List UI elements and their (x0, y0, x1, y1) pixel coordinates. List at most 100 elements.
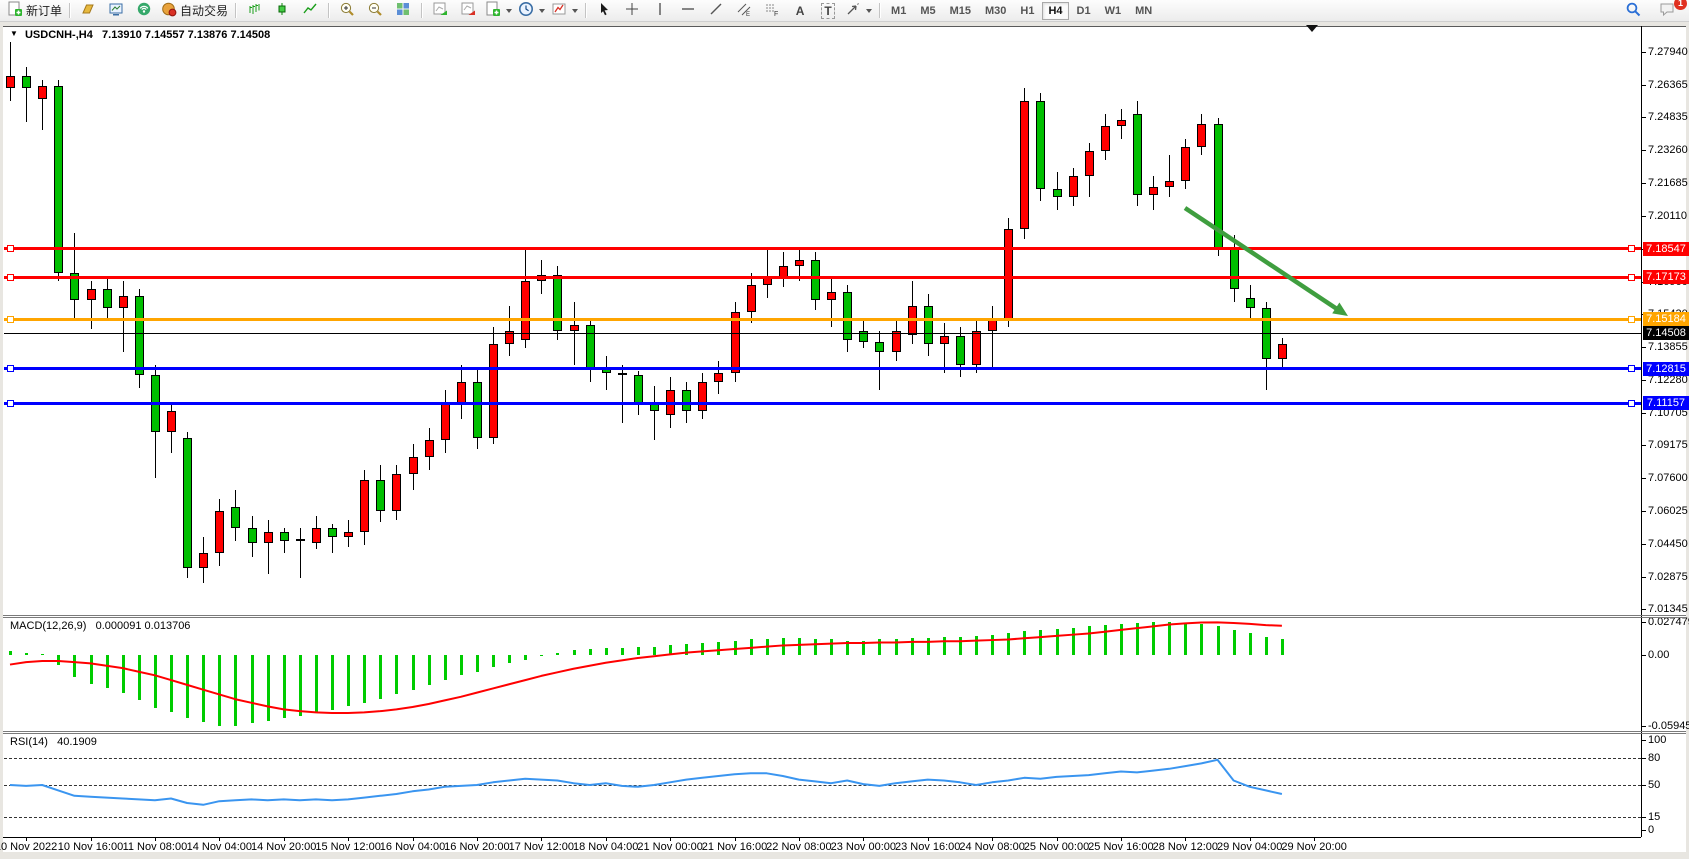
candle-up[interactable] (521, 281, 531, 340)
candle-up[interactable] (295, 538, 305, 541)
candle-down[interactable] (22, 75, 32, 89)
candle-up[interactable] (344, 532, 354, 537)
candle-down[interactable] (553, 274, 563, 332)
timeframe-button-MN[interactable]: MN (1135, 4, 1153, 17)
hline-7.11157[interactable] (4, 402, 1641, 405)
candle-up[interactable] (827, 291, 837, 300)
text-tool-button[interactable]: A (786, 1, 814, 21)
indicator-list-button[interactable] (548, 1, 581, 21)
candle-up[interactable] (456, 381, 466, 403)
pane-separator[interactable] (3, 731, 1686, 732)
candle-up[interactable] (939, 335, 949, 344)
timeframe-button-M1[interactable]: M1 (891, 4, 907, 17)
trendline-tool-button[interactable] (702, 1, 730, 21)
market-watch-button[interactable] (102, 1, 130, 21)
candle-down[interactable] (1213, 123, 1223, 248)
timeframe-button-W1[interactable]: W1 (1104, 4, 1122, 17)
horizontal-line-tool-button[interactable] (674, 1, 702, 21)
candle-down[interactable] (328, 528, 337, 537)
search-button[interactable] (1619, 1, 1647, 21)
candle-down[interactable] (859, 331, 869, 342)
candle-up[interactable] (489, 343, 498, 439)
hline-7.18547[interactable] (4, 247, 1641, 250)
candle-down[interactable] (54, 86, 64, 273)
candle-down[interactable] (955, 335, 965, 365)
fibonacci-tool-button[interactable]: F (758, 1, 786, 21)
candle-up[interactable] (1149, 186, 1159, 196)
candle-up[interactable] (215, 511, 225, 554)
hline-handle[interactable] (1628, 315, 1635, 323)
hline-7.15184[interactable] (4, 318, 1641, 321)
candle-up[interactable] (360, 480, 370, 533)
candle-up[interactable] (6, 75, 15, 89)
candle-down[interactable] (247, 528, 257, 543)
candle-up[interactable] (714, 373, 724, 382)
zoom-in-button[interactable] (333, 1, 361, 21)
candle-down[interactable] (231, 507, 241, 529)
candle-down[interactable] (134, 295, 144, 376)
candle-down[interactable] (843, 291, 853, 340)
candle-up[interactable] (1020, 100, 1030, 229)
candle-up[interactable] (1084, 151, 1094, 177)
autotrade-button[interactable]: 自动交易 (158, 1, 231, 21)
candle-down[interactable] (682, 389, 692, 411)
candle-up[interactable] (1181, 147, 1191, 181)
candle-up[interactable] (440, 402, 450, 441)
candle-down[interactable] (279, 532, 289, 541)
candle-up[interactable] (408, 456, 418, 474)
hline-handle[interactable] (7, 399, 14, 407)
candle-up[interactable] (424, 440, 434, 457)
candle-up[interactable] (263, 532, 273, 543)
arrows-tool-button[interactable] (842, 1, 875, 21)
vertical-line-tool-button[interactable] (646, 1, 674, 21)
candle-down[interactable] (1133, 113, 1142, 196)
candle-up[interactable] (569, 325, 579, 332)
candle-down[interactable] (617, 373, 627, 376)
chart-area[interactable] (3, 26, 1686, 852)
timeframe-button-H1[interactable]: H1 (1020, 4, 1035, 17)
hline-handle[interactable] (7, 245, 14, 253)
zoom-out-button[interactable] (361, 1, 389, 21)
line-chart-button[interactable] (296, 1, 324, 21)
new-order-button[interactable]: 新订单 (4, 1, 65, 21)
period-button[interactable] (515, 1, 548, 21)
hline-7.14508[interactable] (4, 333, 1641, 334)
candle-up[interactable] (199, 553, 209, 568)
hline-handle[interactable] (1628, 399, 1635, 407)
candle-up[interactable] (392, 473, 402, 512)
hline-7.12815[interactable] (4, 367, 1641, 370)
candle-up[interactable] (86, 289, 96, 300)
timeframe-button-M30[interactable]: M30 (985, 4, 1007, 17)
hline-handle[interactable] (1628, 273, 1635, 281)
candle-down[interactable] (1229, 247, 1239, 290)
candlestick-chart-button[interactable] (268, 1, 296, 21)
candle-up[interactable] (1116, 119, 1126, 127)
quotes-button[interactable] (74, 1, 102, 21)
timeframe-button-H4[interactable]: H4 (1042, 1, 1069, 20)
candle-down[interactable] (585, 325, 595, 369)
hline-7.17173[interactable] (4, 276, 1641, 279)
candle-down[interactable] (1036, 100, 1046, 189)
candle-down[interactable] (875, 341, 885, 353)
candle-up[interactable] (698, 381, 708, 411)
pane-separator[interactable] (3, 615, 1686, 616)
timeframe-button-D1[interactable]: D1 (1076, 4, 1091, 17)
cursor-tool-button[interactable] (590, 1, 618, 21)
chat-button[interactable]: 1 (1653, 0, 1687, 21)
candle-down[interactable] (1052, 188, 1062, 198)
candle-up[interactable] (1068, 176, 1078, 198)
candle-down[interactable] (1245, 297, 1255, 309)
hline-handle[interactable] (7, 273, 14, 281)
bar-chart-button[interactable] (240, 1, 268, 21)
candle-up[interactable] (167, 410, 176, 432)
candle-up[interactable] (972, 331, 981, 365)
candle-up[interactable] (891, 331, 901, 353)
candle-up[interactable] (794, 260, 804, 267)
objects-list-button[interactable] (454, 1, 482, 21)
candle-up[interactable] (1165, 180, 1175, 187)
hline-handle[interactable] (7, 315, 14, 323)
candle-up[interactable] (1004, 228, 1014, 319)
candle-down[interactable] (102, 289, 112, 309)
candle-up[interactable] (746, 285, 756, 313)
indicators-button[interactable] (426, 1, 454, 21)
